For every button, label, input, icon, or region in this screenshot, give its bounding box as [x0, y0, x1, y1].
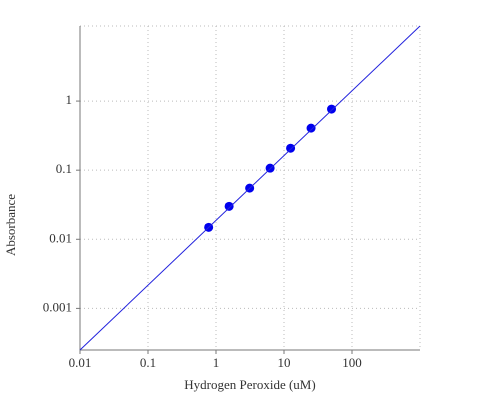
x-tick-label: 1	[213, 355, 220, 370]
y-tick-label: 0.01	[49, 230, 72, 245]
y-tick-label: 0.1	[56, 161, 72, 176]
fit-line	[79, 25, 421, 351]
x-tick-label: 100	[342, 355, 362, 370]
data-point	[286, 143, 296, 153]
data-point	[306, 123, 316, 133]
y-tick-label: 1	[66, 92, 73, 107]
y-tick-label: 0.001	[43, 299, 72, 314]
x-tick-label: 0.1	[140, 355, 156, 370]
x-axis-label: Hydrogen Peroxide (uM)	[184, 377, 315, 392]
data-point	[224, 201, 234, 211]
y-axis-label: Absorbance	[3, 194, 18, 256]
x-tick-label: 0.01	[69, 355, 92, 370]
x-tick-label: 10	[278, 355, 291, 370]
data-point	[327, 104, 337, 114]
